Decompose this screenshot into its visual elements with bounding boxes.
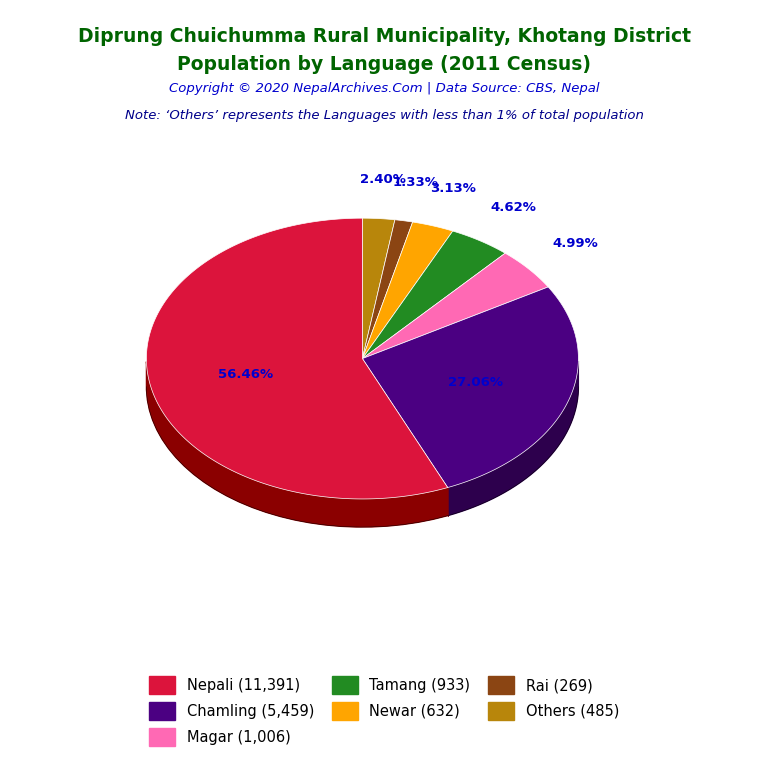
Legend: Nepali (11,391), Chamling (5,459), Magar (1,006), Tamang (933), Newar (632), Rai: Nepali (11,391), Chamling (5,459), Magar…: [141, 669, 627, 753]
Text: 4.62%: 4.62%: [490, 201, 536, 214]
Polygon shape: [362, 253, 548, 359]
Text: 27.06%: 27.06%: [448, 376, 503, 389]
Polygon shape: [147, 362, 448, 527]
Text: 1.33%: 1.33%: [392, 176, 439, 189]
Text: 4.99%: 4.99%: [552, 237, 598, 250]
Text: 56.46%: 56.46%: [218, 368, 273, 381]
Polygon shape: [362, 220, 412, 359]
Text: 3.13%: 3.13%: [430, 182, 475, 195]
Text: Diprung Chuichumma Rural Municipality, Khotang District: Diprung Chuichumma Rural Municipality, K…: [78, 27, 690, 46]
Polygon shape: [448, 362, 578, 515]
Polygon shape: [362, 231, 505, 359]
Polygon shape: [362, 218, 395, 359]
Text: 2.40%: 2.40%: [360, 173, 406, 186]
Polygon shape: [362, 287, 578, 488]
Text: Copyright © 2020 NepalArchives.Com | Data Source: CBS, Nepal: Copyright © 2020 NepalArchives.Com | Dat…: [169, 82, 599, 95]
Text: Population by Language (2011 Census): Population by Language (2011 Census): [177, 55, 591, 74]
Text: Note: ‘Others’ represents the Languages with less than 1% of total population: Note: ‘Others’ represents the Languages …: [124, 109, 644, 122]
Polygon shape: [147, 218, 448, 499]
Polygon shape: [362, 222, 453, 359]
